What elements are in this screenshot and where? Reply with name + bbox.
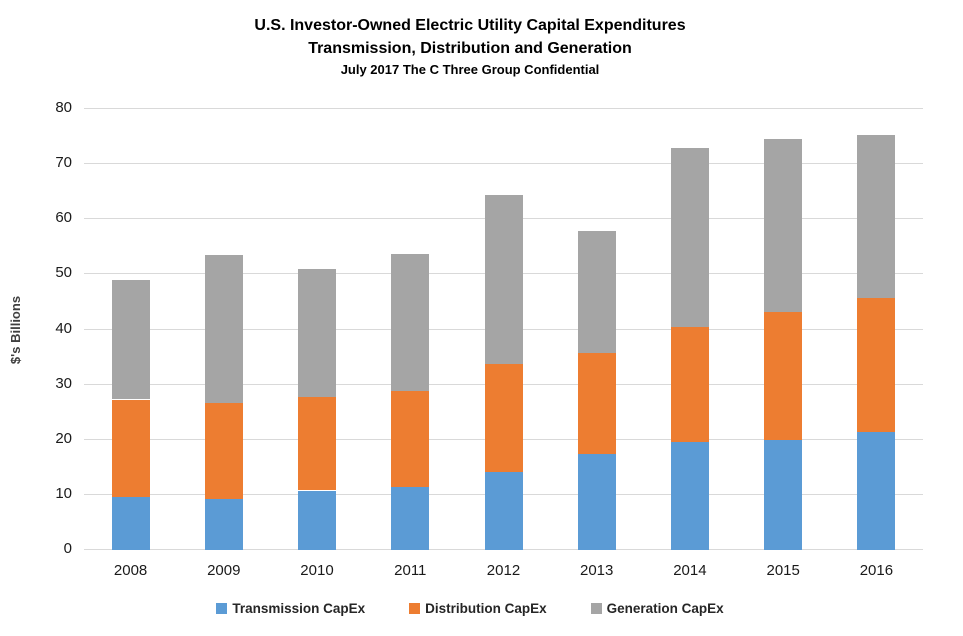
legend-label: Transmission CapEx [232,601,366,616]
bar-segment-distribution-capex [391,390,430,487]
bar-segment-generation-capex [484,195,523,364]
y-axis-tick-label: 80 [55,99,72,116]
x-axis-tick-label: 2013 [580,562,614,579]
y-axis-tick-label: 40 [55,319,72,337]
bar-segment-distribution-capex [298,396,337,491]
legend-label: Generation CapEx [606,601,724,616]
chart-title-block: U.S. Investor-Owned Electric Utility Cap… [0,14,940,79]
bar-segment-transmission-capex [484,471,523,550]
y-axis-tick-label: 60 [55,209,72,227]
legend-swatch-icon [216,603,228,614]
legend-item-distribution-capex: Distribution CapEx [409,601,547,616]
bar-segment-transmission-capex [391,486,430,550]
y-axis-tick-label: 0 [63,540,72,557]
bar-segment-distribution-capex [111,399,150,497]
legend-swatch-icon [590,603,602,614]
x-axis-tick-label: 2009 [207,562,241,579]
y-axis-tick-label: 30 [55,374,72,392]
bar-segment-generation-capex [764,139,803,313]
bar-segment-distribution-capex [484,363,523,472]
bar-segment-generation-capex [298,268,337,397]
x-axis-tick-label: 2011 [394,562,427,579]
y-axis-tick-label: 70 [55,154,72,172]
legend-item-generation-capex: Generation CapEx [590,601,724,616]
x-axis-tick-label: 2012 [486,562,521,579]
bar-segment-transmission-capex [204,498,243,550]
bar-segment-transmission-capex [670,442,709,550]
bar-segment-distribution-capex [764,312,803,441]
x-axis-tick-label: 2014 [673,562,707,579]
legend: Transmission CapEx Distribution CapEx Gene… [0,601,940,616]
gridline [84,163,923,165]
x-axis-tick-label: 2008 [113,562,148,579]
bar-segment-generation-capex [670,147,709,327]
bar-segment-generation-capex [577,231,616,353]
chart-caption: July 2017 The C Three Group Confidential [340,62,600,77]
y-axis-tick-label: 20 [55,429,72,447]
bar-segment-distribution-capex [670,326,709,442]
y-axis-tick-label: 50 [55,264,72,282]
bar-segment-transmission-capex [764,440,803,550]
bar-segment-generation-capex [111,279,150,400]
bar-segment-transmission-capex [111,496,150,550]
bar-segment-generation-capex [391,254,430,391]
bar-segment-transmission-capex [298,490,337,550]
legend-item-transmission-capex: Transmission CapEx [216,601,365,616]
x-axis-tick-label: 2015 [766,562,800,579]
bar-segment-transmission-capex [577,454,616,550]
x-axis-tick-label: 2016 [859,562,894,579]
legend-swatch-icon [409,603,421,614]
bar-segment-transmission-capex [857,432,896,550]
bar-segment-generation-capex [204,254,243,404]
y-axis-tick-label: 10 [55,484,72,502]
bar-segment-distribution-capex [204,403,243,499]
gridline [84,108,923,109]
chart-title: U.S. Investor-Owned Electric Utility Cap… [254,17,686,34]
bar-segment-distribution-capex [857,298,896,433]
bar-segment-generation-capex [857,134,896,299]
bar-segment-distribution-capex [577,352,616,455]
legend-label: Distribution CapEx [425,601,547,616]
x-axis-tick-label: 2010 [300,562,334,579]
chart-subtitle: Transmission, Distribution and Generatio… [308,40,632,57]
